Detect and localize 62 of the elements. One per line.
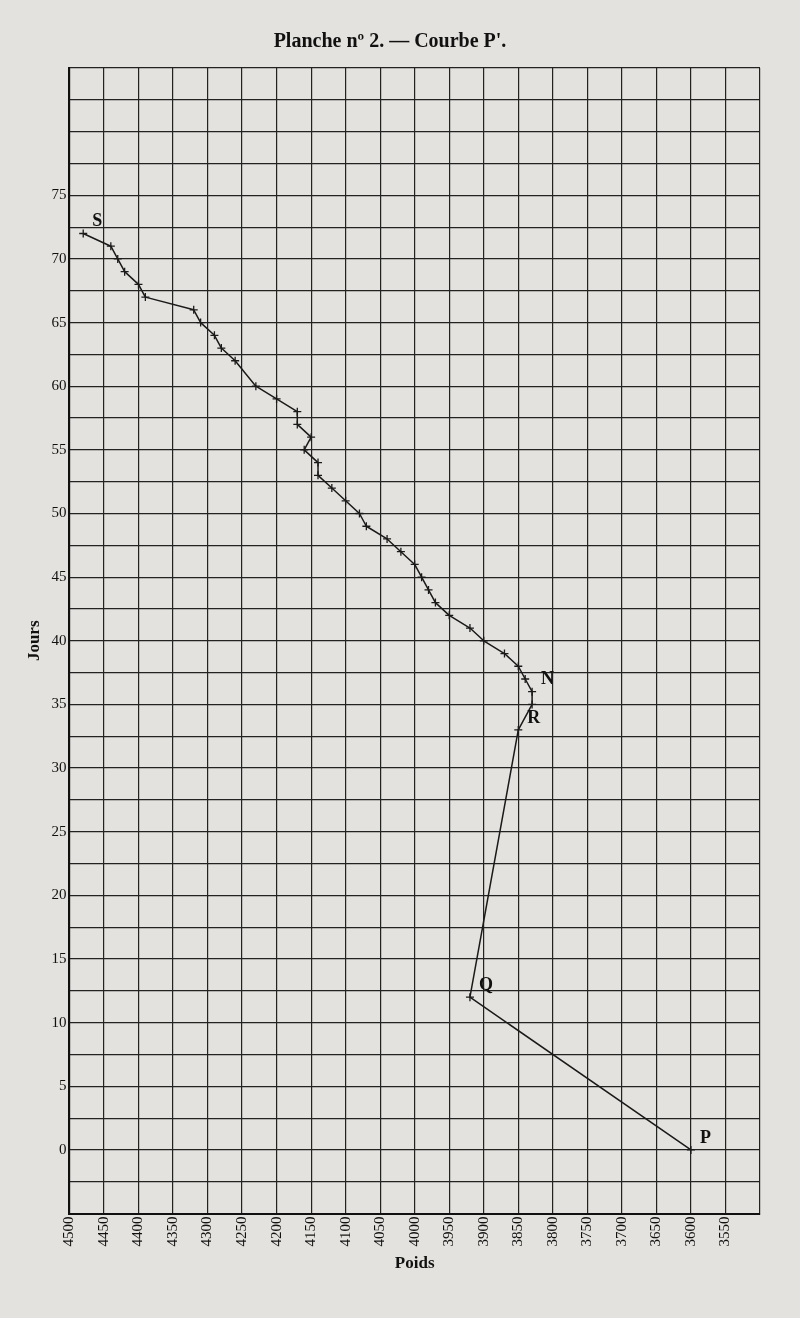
- x-tick-label: 3900: [474, 1216, 491, 1247]
- point: [423, 585, 434, 595]
- point: [465, 992, 475, 1002]
- x-tick-label: 4000: [405, 1216, 422, 1247]
- point: [140, 292, 151, 302]
- point: [382, 534, 392, 544]
- y-tick-label: 50: [51, 504, 67, 521]
- x-tick-label: 3750: [578, 1216, 595, 1247]
- y-tick-label: 75: [51, 186, 67, 203]
- point: [520, 674, 530, 684]
- y-tick-label: 65: [51, 313, 67, 330]
- point: [327, 483, 337, 493]
- point: [313, 470, 323, 480]
- y-tick-label: 15: [51, 949, 67, 966]
- annotation: S: [92, 210, 103, 231]
- x-tick-label: 3600: [681, 1216, 698, 1247]
- y-axis-title: Jours: [23, 620, 43, 662]
- x-tick-label: 4450: [94, 1216, 111, 1247]
- point: [396, 547, 406, 557]
- point: [527, 699, 537, 710]
- x-tick-label: 4300: [198, 1216, 215, 1247]
- x-tick-label: 3550: [716, 1216, 733, 1247]
- annotation: R: [527, 706, 542, 727]
- point: [251, 381, 261, 391]
- point: [230, 356, 240, 366]
- annotation: P: [699, 1126, 711, 1147]
- x-tick-label: 4350: [163, 1216, 180, 1247]
- point: [686, 1145, 696, 1155]
- x-axis-title: Poids: [394, 1253, 435, 1273]
- y-tick-label: 20: [51, 886, 67, 903]
- y-tick-label: 40: [51, 631, 67, 648]
- point: [216, 343, 226, 353]
- y-tick-label: 10: [51, 1013, 67, 1030]
- chart-title: Planche nº 2. — Courbe P'.: [273, 29, 507, 52]
- point: [113, 254, 123, 264]
- x-tick-label: 4050: [371, 1216, 388, 1247]
- y-tick-label: 55: [51, 440, 67, 457]
- y-tick-label: 60: [51, 377, 67, 394]
- x-tick-label: 3700: [612, 1216, 629, 1247]
- y-tick-label: 25: [51, 822, 67, 839]
- x-tick-label: 3800: [543, 1216, 560, 1247]
- x-tick-label: 3850: [509, 1216, 526, 1247]
- y-tick-label: 70: [51, 249, 67, 266]
- y-tick-label: 0: [58, 1140, 67, 1157]
- point: [527, 687, 537, 697]
- y-tick-label: 35: [51, 695, 67, 712]
- y-tick-label: 5: [58, 1077, 67, 1094]
- point: [306, 432, 316, 442]
- x-tick-label: 3650: [647, 1216, 664, 1247]
- x-tick-label: 4100: [336, 1216, 353, 1247]
- x-tick-label: 4250: [232, 1216, 249, 1247]
- point: [313, 457, 323, 468]
- x-tick-label: 4500: [60, 1216, 77, 1247]
- point: [465, 623, 475, 633]
- y-tick-label: 30: [51, 759, 67, 776]
- x-tick-label: 4400: [129, 1216, 146, 1247]
- point: [271, 394, 282, 404]
- x-tick-label: 3950: [440, 1216, 457, 1247]
- y-tick-label: 45: [51, 568, 67, 585]
- point: [299, 445, 309, 455]
- x-tick-label: 4200: [267, 1216, 284, 1247]
- x-tick-label: 4150: [302, 1216, 319, 1247]
